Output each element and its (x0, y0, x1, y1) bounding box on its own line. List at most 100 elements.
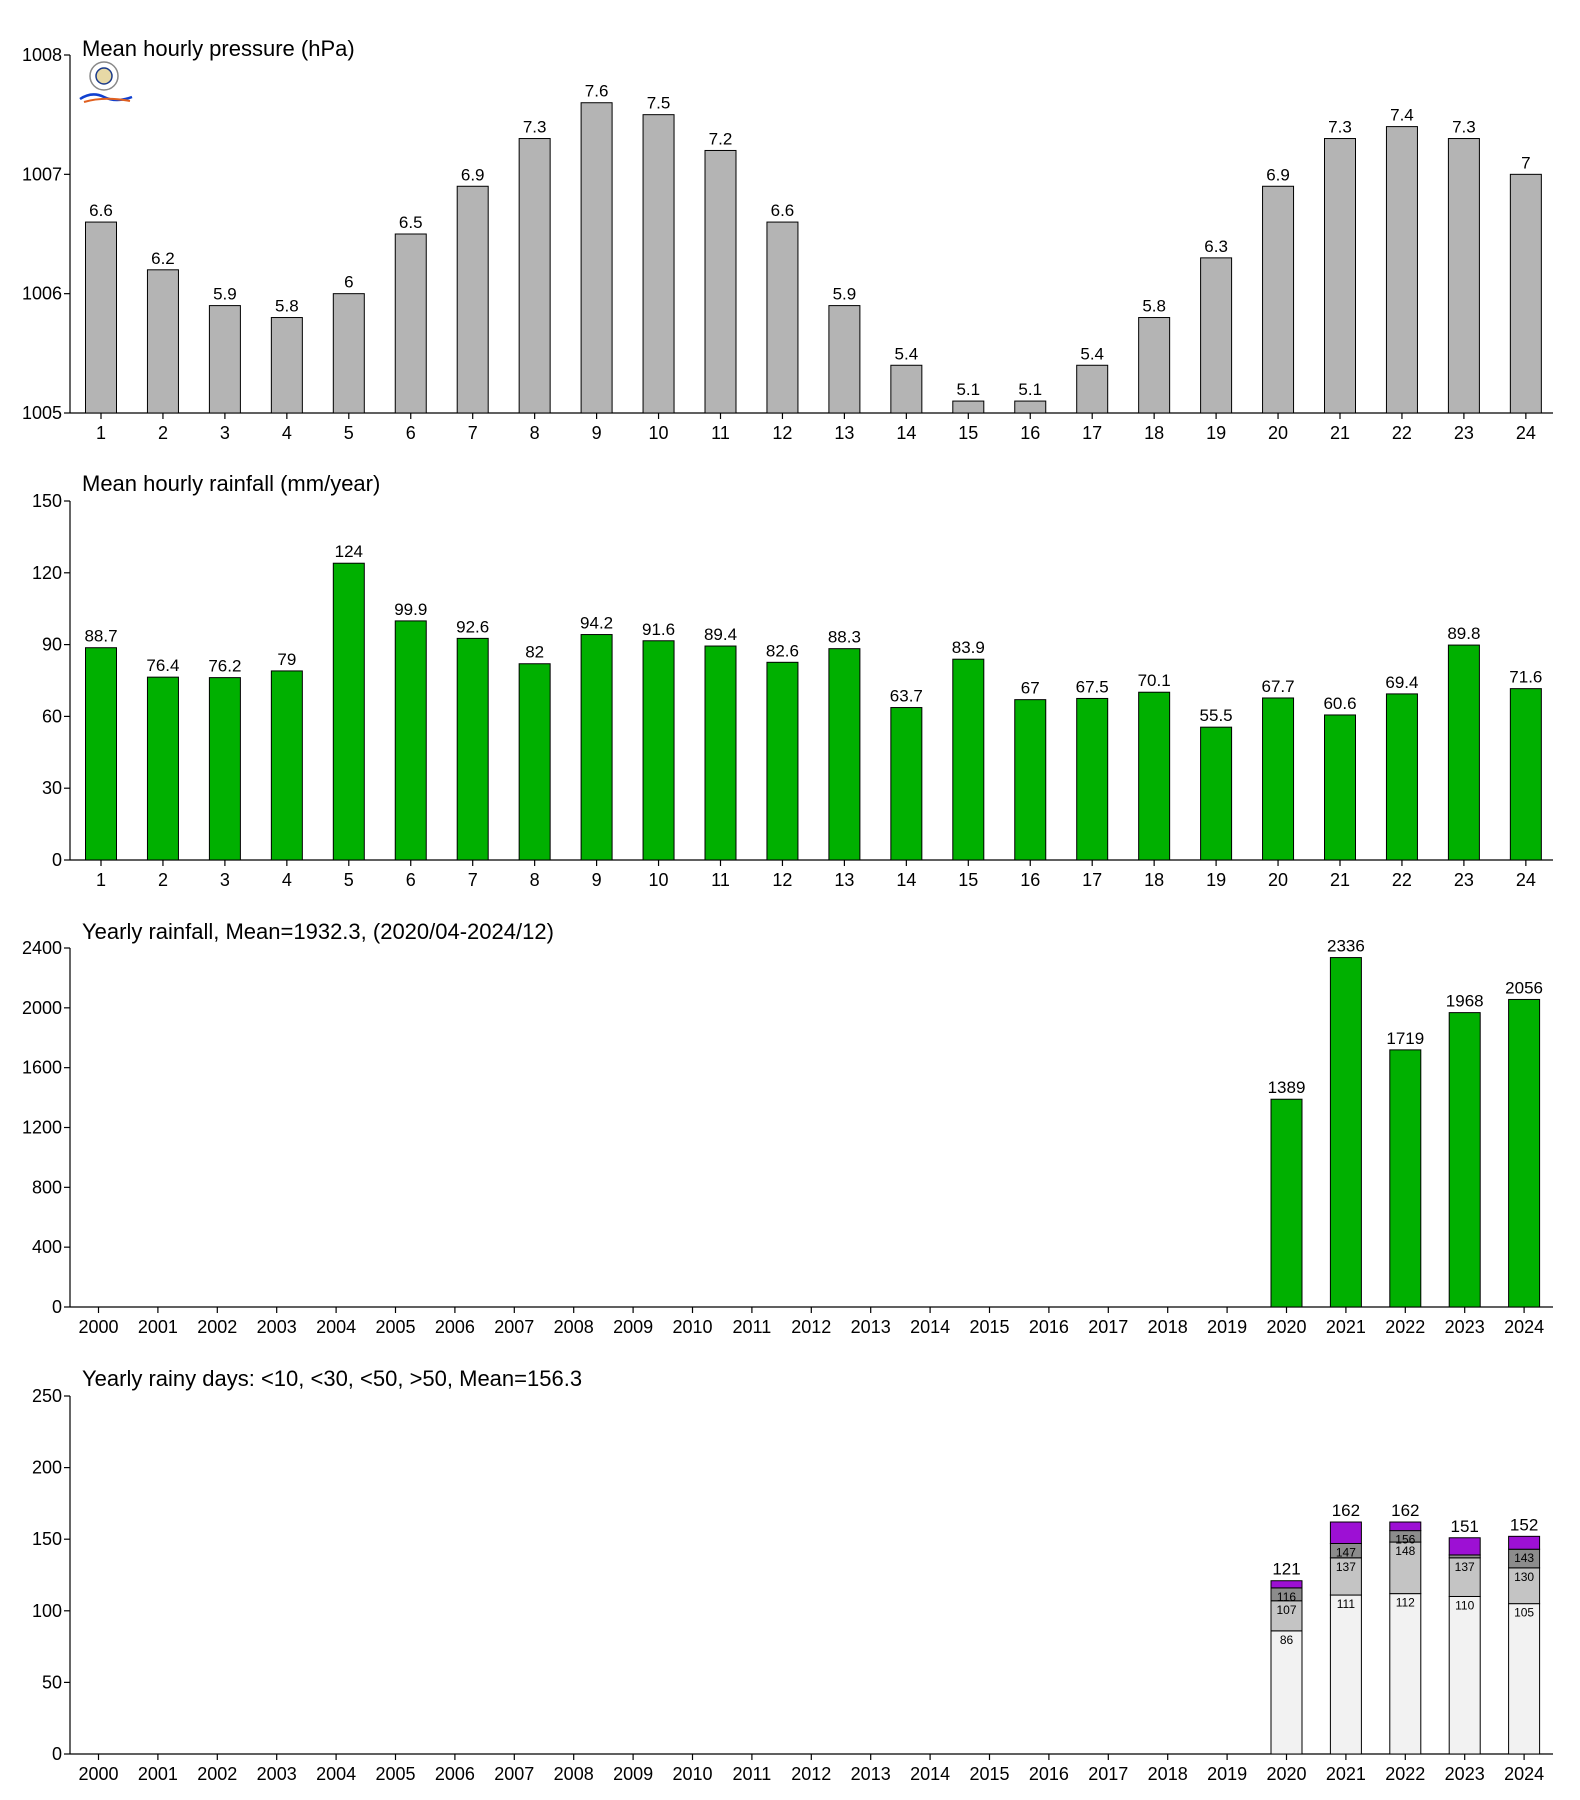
x-tick-label: 2001 (138, 1317, 178, 1337)
stacked-segment-4 (1508, 1535, 1541, 1550)
chart-panel-3: 0 400 800 1200 1600 2000 2400 2000 2001 2002 2003 2… (22, 919, 1553, 1337)
y-tick-label: 250 (32, 1386, 62, 1406)
bar-value-label: 60.6 (1323, 694, 1356, 713)
bar-value-label: 88.3 (828, 628, 861, 647)
x-tick-label: 19 (1206, 870, 1226, 890)
x-tick-label: 15 (958, 423, 978, 443)
bar (394, 620, 427, 861)
bar (1138, 691, 1171, 861)
x-tick-label: 1 (96, 423, 106, 443)
x-tick-label: 2009 (613, 1317, 653, 1337)
bar (518, 663, 551, 861)
x-tick-label: 15 (958, 870, 978, 890)
x-tick-label: 2023 (1445, 1317, 1485, 1337)
bar-value-label: 7.3 (523, 118, 547, 137)
x-tick-label: 2000 (78, 1317, 118, 1337)
y-tick-label: 400 (32, 1237, 62, 1257)
bar (952, 658, 985, 861)
bar (146, 676, 179, 861)
bar (890, 364, 923, 414)
x-tick-label: 16 (1020, 423, 1040, 443)
bar (1014, 400, 1047, 414)
segment-value-label: 107 (1276, 1603, 1296, 1617)
stacked-segment-1 (1270, 1630, 1303, 1755)
bar-value-label: 69.4 (1385, 673, 1418, 692)
bar-total-label: 151 (1451, 1517, 1479, 1536)
x-tick-label: 10 (649, 423, 669, 443)
bar-value-label: 7.2 (709, 129, 733, 148)
x-tick-label: 2003 (257, 1317, 297, 1337)
bar-value-label: 70.1 (1138, 671, 1171, 690)
bar (580, 634, 613, 861)
x-tick-label: 2011 (733, 1317, 772, 1337)
x-tick-label: 12 (772, 870, 792, 890)
bar (1385, 693, 1418, 861)
bar-value-label: 5.8 (275, 297, 299, 316)
x-tick-label: 2013 (851, 1764, 891, 1784)
bar (642, 114, 675, 414)
stacked-segment-4 (1270, 1580, 1303, 1589)
bar (1448, 1012, 1481, 1308)
bar-value-label: 67 (1021, 679, 1040, 698)
x-tick-label: 2010 (672, 1764, 712, 1784)
bar-value-label: 6.3 (1204, 237, 1228, 256)
bar (456, 185, 489, 414)
bar-value-label: 6.5 (399, 213, 423, 232)
bar-value-label: 5.1 (956, 380, 980, 399)
stacked-segment-4 (1389, 1521, 1422, 1532)
x-tick-label: 2013 (851, 1317, 891, 1337)
y-tick-label: 1005 (22, 403, 62, 423)
bar-value-label: 1968 (1446, 992, 1484, 1011)
x-tick-label: 17 (1082, 870, 1102, 890)
bar-value-label: 7.3 (1452, 118, 1476, 137)
x-tick-label: 2004 (316, 1317, 356, 1337)
y-tick-label: 50 (42, 1672, 62, 1692)
x-tick-label: 14 (896, 423, 916, 443)
x-tick-label: 2019 (1207, 1764, 1247, 1784)
x-tick-label: 2000 (78, 1764, 118, 1784)
logo-swoosh-orange (83, 97, 131, 103)
x-tick-label: 1 (96, 870, 106, 890)
bar (1389, 1049, 1422, 1308)
x-tick-label: 2005 (375, 1764, 415, 1784)
y-tick-label: 90 (42, 635, 62, 655)
y-tick-label: 100 (32, 1601, 62, 1621)
bar-value-label: 82.6 (766, 641, 799, 660)
y-tick-label: 0 (52, 850, 62, 870)
bar (1076, 364, 1109, 414)
y-tick-label: 150 (32, 491, 62, 511)
bar-value-label: 83.9 (952, 638, 985, 657)
bar (1508, 998, 1541, 1308)
x-tick-label: 18 (1144, 423, 1164, 443)
bar (828, 305, 861, 414)
x-tick-label: 2015 (969, 1764, 1009, 1784)
segment-value-label: 86 (1280, 1633, 1294, 1647)
x-tick-label: 2007 (494, 1764, 534, 1784)
x-tick-label: 2006 (435, 1764, 475, 1784)
bar-value-label: 7.3 (1328, 118, 1352, 137)
x-tick-label: 22 (1392, 423, 1412, 443)
bar-value-label: 7 (1521, 153, 1530, 172)
bar (208, 305, 241, 414)
bar (518, 138, 551, 414)
x-tick-label: 2011 (733, 1764, 772, 1784)
x-tick-label: 2012 (791, 1317, 831, 1337)
x-tick-label: 2002 (197, 1317, 237, 1337)
x-tick-label: 7 (468, 870, 478, 890)
x-tick-label: 2003 (257, 1764, 297, 1784)
bar-total-label: 152 (1510, 1515, 1538, 1534)
bar-value-label: 124 (335, 542, 363, 561)
stacked-segment-1 (1508, 1603, 1541, 1755)
segment-value-label: 148 (1395, 1544, 1415, 1558)
bar (208, 677, 241, 861)
bar (332, 293, 365, 414)
x-tick-label: 18 (1144, 870, 1164, 890)
x-tick-label: 6 (406, 423, 416, 443)
bar-value-label: 6.6 (89, 201, 113, 220)
segment-value-label: 156 (1395, 1533, 1415, 1547)
x-tick-label: 2019 (1207, 1317, 1247, 1337)
bar-value-label: 89.4 (704, 625, 737, 644)
bar (85, 221, 117, 414)
bar (890, 707, 923, 861)
